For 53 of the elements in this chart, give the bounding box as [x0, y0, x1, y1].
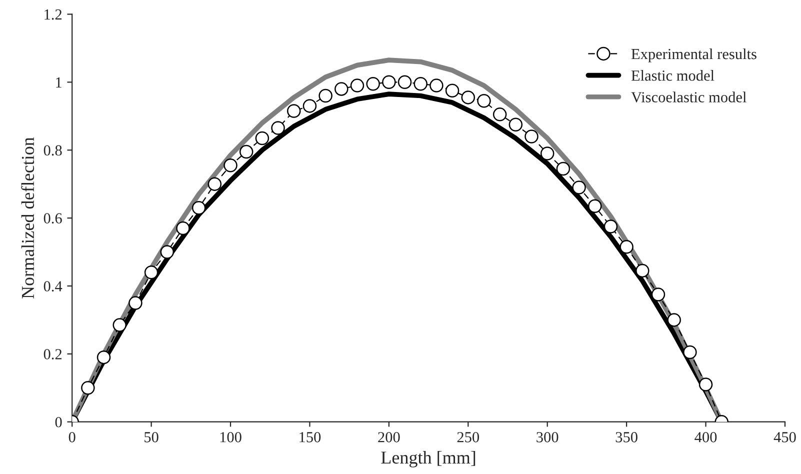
- point: [192, 200, 206, 215]
- point: [620, 240, 634, 254]
- point: [430, 78, 444, 92]
- point: [636, 264, 650, 278]
- point: [239, 144, 254, 159]
- x-tick-label: 100: [220, 432, 242, 442]
- point: [492, 108, 507, 122]
- y-tick-label: 0.4: [44, 281, 62, 292]
- point: [667, 313, 681, 327]
- point: [81, 381, 95, 395]
- x-tick-label: 350: [616, 432, 638, 442]
- y-axis-title: Normalized deflection: [21, 137, 34, 298]
- point: [112, 318, 126, 332]
- x-axis-title: Length [mm]: [381, 450, 476, 468]
- point: [334, 82, 348, 96]
- x-tick-label: 0: [68, 432, 76, 442]
- point: [508, 118, 523, 132]
- x-tick-label: 50: [144, 432, 158, 442]
- x-tick-label: 150: [300, 432, 321, 442]
- legend-label: Experimental results: [631, 48, 756, 62]
- x-tick-label: 200: [378, 432, 400, 442]
- point: [698, 378, 713, 392]
- point: [160, 245, 174, 259]
- point: [683, 345, 697, 360]
- point: [271, 121, 285, 135]
- y-tick-label: 0: [55, 417, 62, 428]
- point: [144, 266, 158, 280]
- y-tick-label: 1.2: [44, 9, 62, 20]
- point: [604, 220, 618, 234]
- point: [398, 75, 412, 90]
- point: [176, 221, 190, 236]
- point: [302, 99, 317, 113]
- legend-label: Viscoelastic model: [631, 92, 746, 102]
- point: [255, 131, 270, 146]
- point: [318, 88, 332, 103]
- y-tick-label: 1: [56, 77, 62, 88]
- point: [588, 199, 602, 214]
- point: [208, 177, 222, 191]
- point: [224, 158, 238, 172]
- point: [651, 288, 666, 302]
- point: [366, 76, 380, 91]
- legend-label: Elastic model: [631, 70, 714, 81]
- x-tick-label: 250: [457, 432, 480, 442]
- point: [128, 296, 142, 310]
- x-tick-label: 400: [694, 432, 717, 442]
- x-tick-label: 300: [536, 432, 558, 442]
- y-tick-label: 0.8: [44, 145, 62, 156]
- y-tick-label: 0.2: [44, 349, 62, 360]
- y-tick-label: 0.6: [44, 213, 62, 224]
- point: [96, 350, 111, 364]
- point: [461, 90, 476, 104]
- point: [524, 130, 538, 144]
- x-tick-label: 450: [774, 432, 796, 442]
